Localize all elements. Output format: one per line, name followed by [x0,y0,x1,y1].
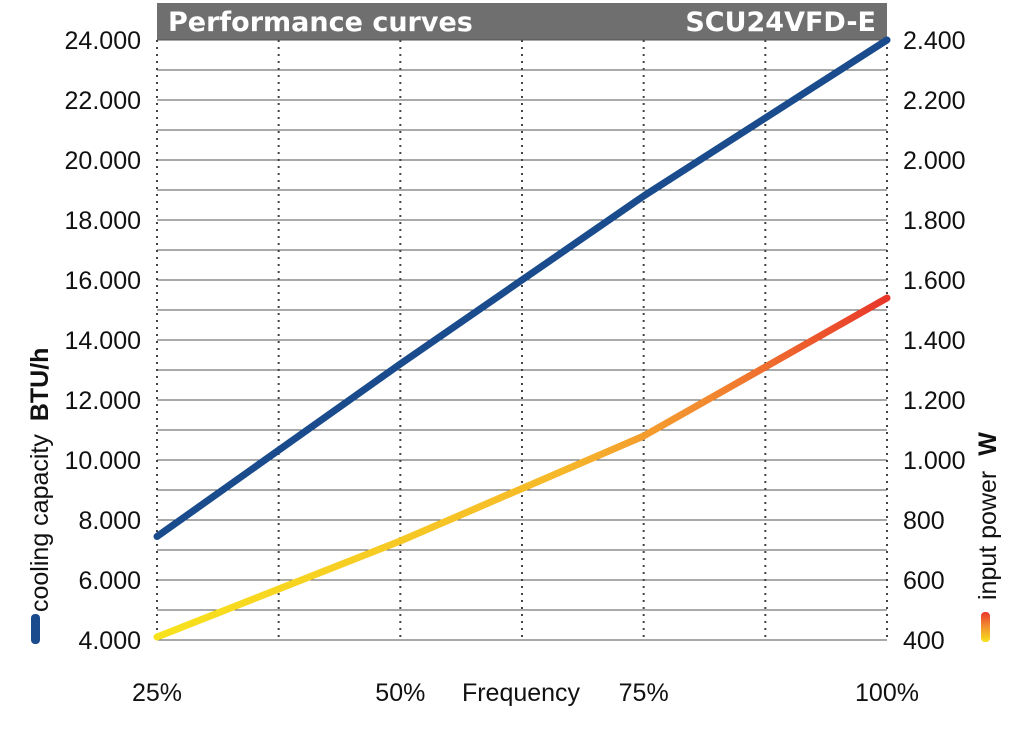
header-bar [157,3,887,40]
cooling-capacity-line [153,36,891,540]
right-axis-ticks: 400 600 800 1.000 1.200 1.400 1.600 1.800 2.000 2… [903,27,966,655]
left-axis-label: cooling capacity [26,434,54,612]
x-tick-label: 75% [619,679,669,707]
left-axis-unit: BTU/h [26,348,54,422]
svg-text:input power W: input power W [974,432,1002,600]
left-tick-label: 24.000 [65,27,141,55]
right-tick-label: 2.400 [903,27,966,55]
right-tick-label: 1.200 [903,387,966,415]
left-axis-title: cooling capacity BTU/h [26,348,54,612]
model-name: SCU24VFD-E [685,7,876,38]
x-axis-ticks: 25% 50% 75% 100% [132,679,919,707]
left-tick-label: 22.000 [65,87,141,115]
left-tick-label: 16.000 [65,267,141,295]
right-tick-label: 1.800 [903,207,966,235]
left-tick-label: 18.000 [65,207,141,235]
right-tick-label: 1.600 [903,267,966,295]
right-axis-label: input power [974,471,1002,600]
left-tick-label: 10.000 [65,447,141,475]
left-tick-label: 6.000 [78,567,141,595]
left-axis-ticks: 4.000 6.000 8.000 10.000 12.000 14.000 16.000 1… [65,27,141,655]
x-axis-title: Frequency [462,679,581,707]
x-tick-label: 25% [132,679,182,707]
left-tick-label: 8.000 [78,507,141,535]
right-tick-label: 600 [903,567,945,595]
left-tick-label: 12.000 [65,387,141,415]
chart-title: Performance curves [168,7,473,38]
right-legend-swatch [981,612,990,642]
grid [156,39,888,641]
left-tick-label: 4.000 [78,627,141,655]
left-legend-swatch [31,614,40,644]
svg-text:cooling capacity BTU/h: cooling capacity BTU/h [26,348,54,612]
series-lines [153,36,891,641]
left-tick-label: 20.000 [65,147,141,175]
right-tick-label: 1.400 [903,327,966,355]
right-tick-label: 2.000 [903,147,966,175]
right-tick-label: 400 [903,627,945,655]
right-axis-title: input power W [974,432,1002,600]
right-tick-label: 1.000 [903,447,966,475]
x-tick-label: 50% [375,679,425,707]
right-tick-label: 2.200 [903,87,966,115]
x-tick-label: 100% [855,679,919,707]
input-power-line [153,294,891,641]
right-tick-label: 800 [903,507,945,535]
right-axis-unit: W [974,432,1002,456]
left-tick-label: 14.000 [65,327,141,355]
